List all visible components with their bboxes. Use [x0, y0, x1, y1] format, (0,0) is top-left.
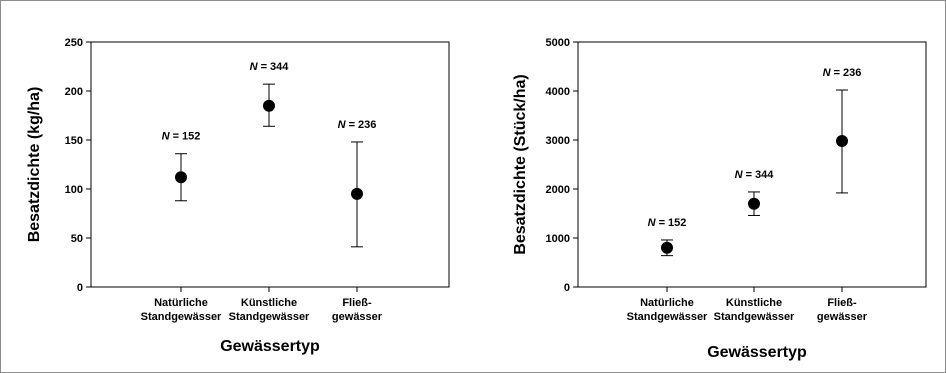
data-point: [351, 187, 363, 200]
x-category-label: Standgewässer: [141, 311, 222, 323]
n-label: N = 236: [823, 67, 862, 79]
y-tick-label: 50: [71, 233, 83, 245]
x-category-label: Natürliche: [640, 297, 694, 309]
y-axis-label: Besatzdichte (kg/ha): [26, 87, 43, 243]
chart-kg-per-ha: 0 50 100 150 200 250 Natürliche Standgewässer Kü…: [26, 37, 450, 355]
x-category-label: Künstliche: [241, 297, 297, 309]
x-category-label: Fließ-: [342, 297, 372, 309]
n-label: N = 152: [162, 131, 201, 143]
y-tick-label: 1000: [546, 233, 570, 245]
y-tick-label: 100: [65, 184, 83, 196]
y-tick-label: 5000: [546, 37, 570, 49]
x-category-label: Künstliche: [726, 297, 782, 309]
y-tick-label: 0: [564, 282, 570, 294]
x-category-label: Fließ-: [827, 297, 857, 309]
x-category-label: gewässer: [817, 311, 868, 323]
n-label: N = 236: [338, 119, 377, 131]
x-category-label: Standgewässer: [627, 311, 708, 323]
data-point: [175, 171, 187, 184]
x-category-label: Natürliche: [154, 297, 208, 309]
data-point: [661, 241, 673, 254]
x-category-label: Standgewässer: [714, 311, 795, 323]
plot-area: [577, 41, 927, 288]
x-axis-label: Gewässertyp: [220, 338, 320, 355]
data-point: [263, 99, 275, 112]
n-label: N = 152: [648, 217, 687, 229]
chart-stueck-per-ha: 0 1000 2000 3000 4000 5000 Natürliche Standgewä…: [512, 37, 927, 361]
plot-area: [90, 41, 450, 288]
y-tick-label: 3000: [546, 135, 570, 147]
data-point: [748, 197, 760, 210]
y-tick-label: 4000: [546, 86, 570, 98]
y-tick-label: 0: [77, 282, 83, 294]
x-category-label: Standgewässer: [229, 311, 310, 323]
x-axis-label: Gewässertyp: [707, 344, 807, 361]
y-tick-label: 2000: [546, 184, 570, 196]
y-tick-label: 150: [65, 135, 83, 147]
n-label: N = 344: [735, 169, 775, 181]
data-point: [836, 134, 848, 147]
n-label: N = 344: [250, 61, 290, 73]
x-category-label: gewässer: [332, 311, 383, 323]
y-tick-label: 250: [65, 37, 83, 49]
y-axis-label: Besatzdichte (Stück/ha): [512, 74, 529, 254]
y-tick-label: 200: [65, 86, 83, 98]
